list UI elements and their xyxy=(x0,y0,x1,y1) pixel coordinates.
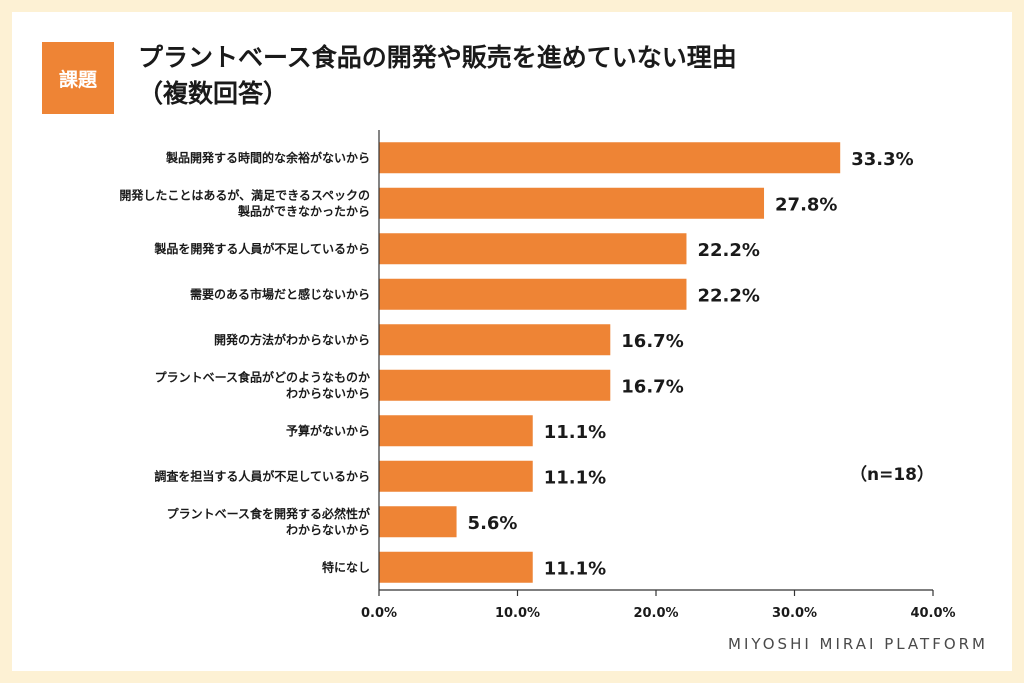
x-tick-label-3: 20.0% xyxy=(633,606,678,621)
bar-2 xyxy=(379,187,765,219)
value-label-7: 11.1% xyxy=(544,422,606,443)
category-label-2: 開発したことはあるが、満足できるスペックの製品ができなかったから xyxy=(119,187,370,218)
topic-badge: 課題 xyxy=(42,42,114,114)
category-label-9: プラントベース食を開発する必然性がわからないから xyxy=(167,506,370,537)
bar-8 xyxy=(379,460,533,492)
category-label-8: 調査を担当する人員が不足しているから xyxy=(154,468,370,483)
category-label-3: 製品を開発する人員が不足しているから xyxy=(153,241,370,256)
bar-1 xyxy=(379,142,841,174)
category-label-4: 需要のある市場だと感じないから xyxy=(190,286,370,301)
x-tick-label-2: 10.0% xyxy=(495,606,540,621)
value-label-2: 27.8% xyxy=(775,194,837,215)
value-label-10: 11.1% xyxy=(544,558,606,579)
brand-footer: MIYOSHI MIRAI PLATFORM xyxy=(728,635,988,653)
value-label-5: 16.7% xyxy=(621,331,683,352)
category-label-5: 開発の方法がわからないから xyxy=(214,332,370,347)
bar-7 xyxy=(379,415,533,447)
x-tick-label-4: 30.0% xyxy=(772,606,817,621)
x-tick-label-1: 0.0% xyxy=(361,606,397,621)
category-label-7: 予算がないから xyxy=(286,423,370,438)
bar-4 xyxy=(379,278,687,310)
bar-5 xyxy=(379,324,611,356)
category-label-1: 製品開発する時間的な余裕がないから xyxy=(165,150,370,165)
value-label-1: 33.3% xyxy=(851,149,913,170)
value-label-3: 22.2% xyxy=(697,240,759,261)
value-label-6: 16.7% xyxy=(621,376,683,397)
bar-10 xyxy=(379,551,533,583)
category-label-6: プラントベース食品がどのようなものかわからないから xyxy=(155,369,370,400)
bar-9 xyxy=(379,506,457,538)
title-line-1: プラントベース食品の開発や販売を進めていない理由 xyxy=(138,43,737,72)
value-label-8: 11.1% xyxy=(544,467,606,488)
chart-title: プラントベース食品の開発や販売を進めていない理由 （複数回答） xyxy=(138,40,958,112)
category-label-10: 特になし xyxy=(322,559,370,574)
x-tick-label-5: 40.0% xyxy=(910,606,955,621)
value-label-9: 5.6% xyxy=(468,513,518,534)
sample-size-note: （n=18） xyxy=(850,465,935,485)
value-label-4: 22.2% xyxy=(697,285,759,306)
bar-6 xyxy=(379,369,611,401)
bar-3 xyxy=(379,233,687,265)
title-line-2: （複数回答） xyxy=(138,79,289,108)
